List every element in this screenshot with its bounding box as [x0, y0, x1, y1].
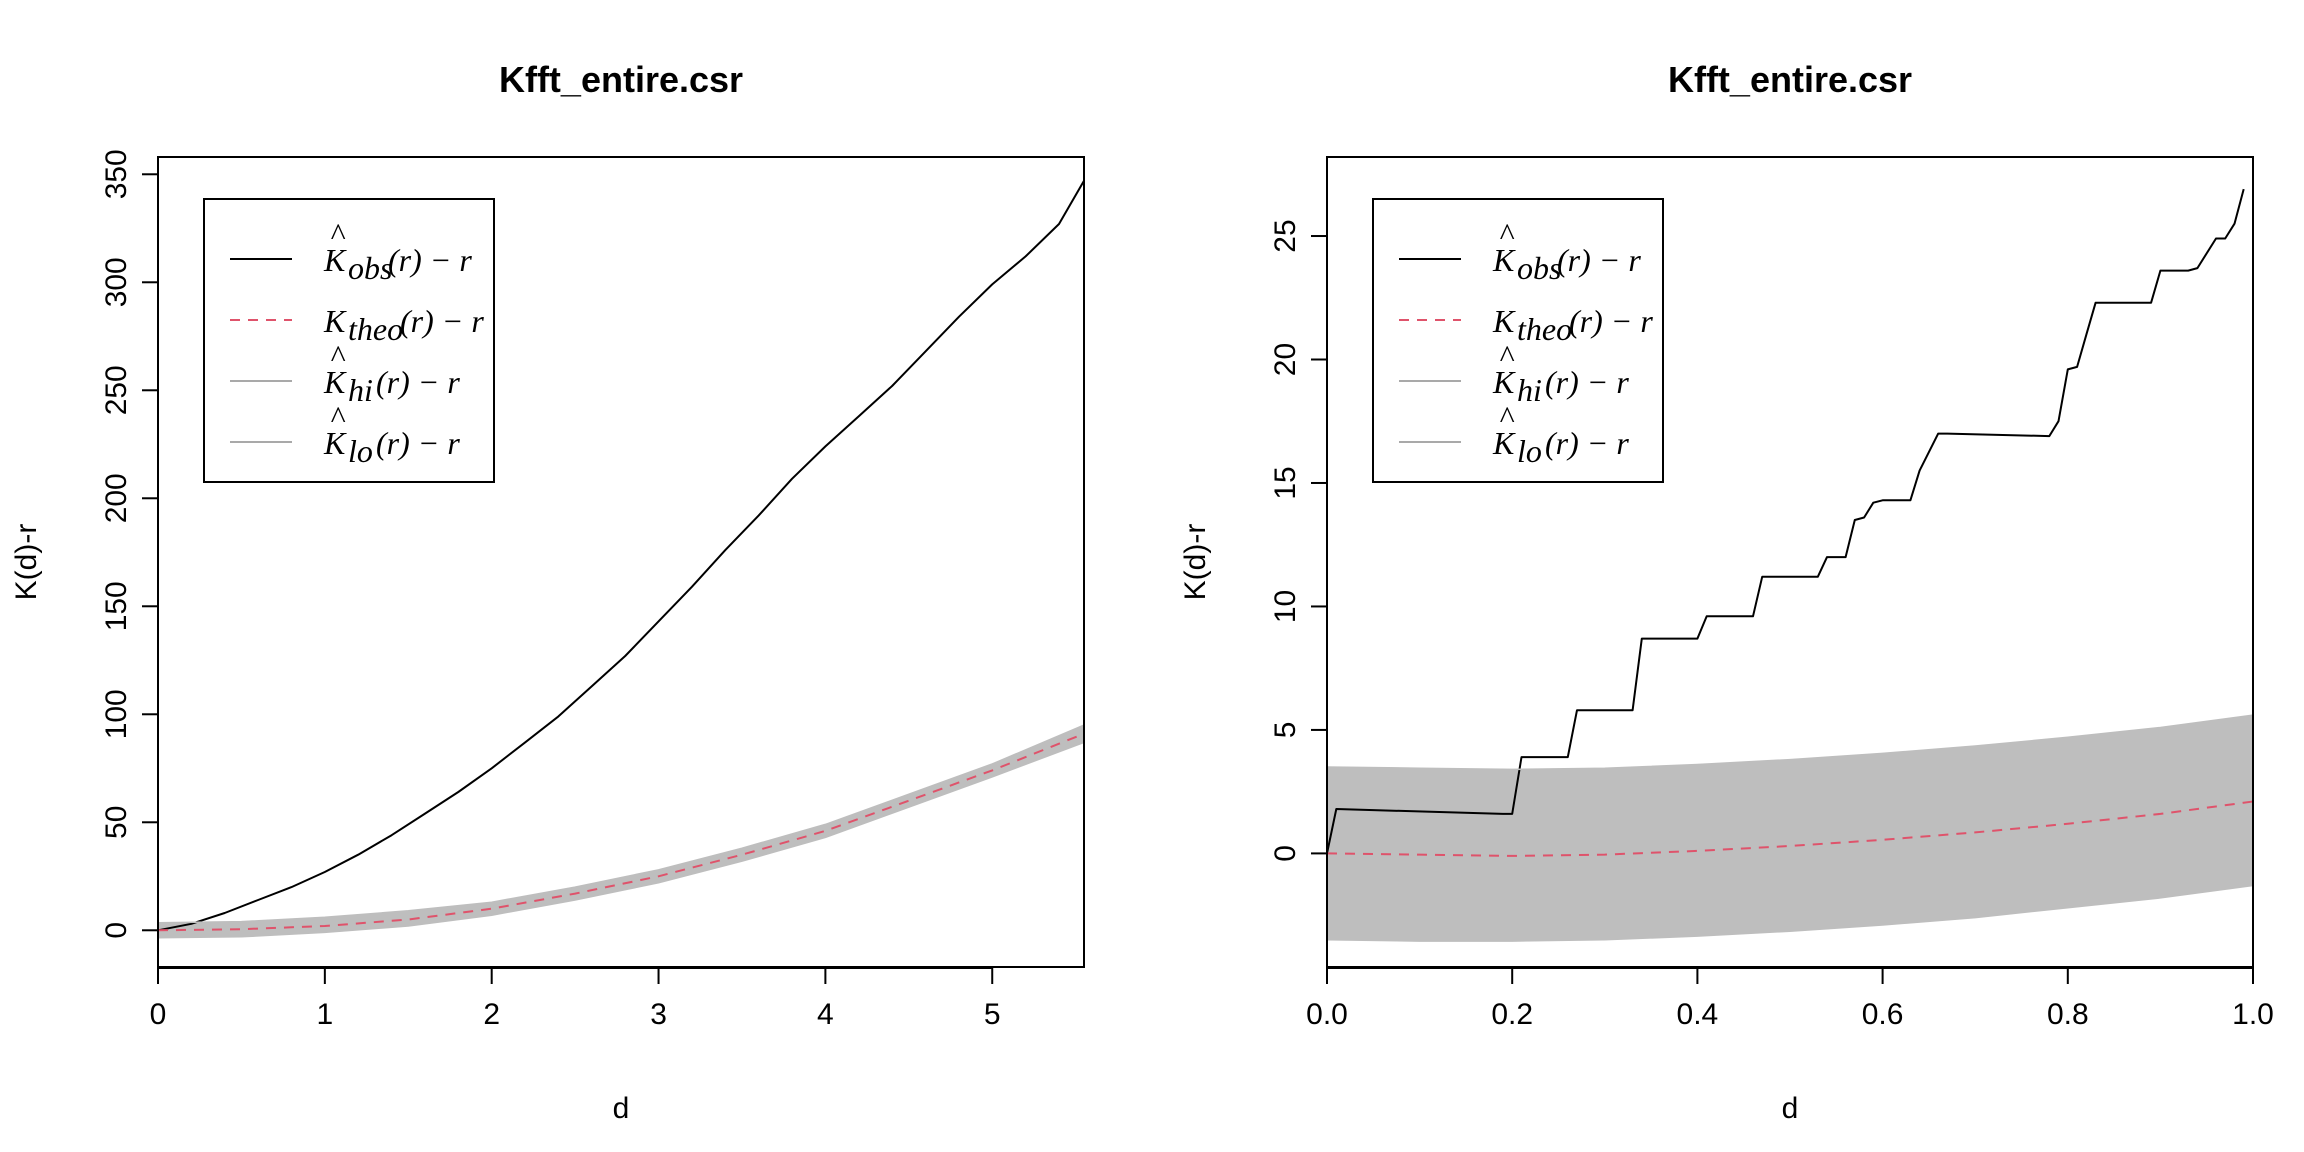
legend-hat: ^: [330, 216, 346, 252]
envelope-band: [158, 725, 1084, 938]
right-chart: Kfft_entire.csr 0.0 0.2 0.4 0.6 0.8 1.0 0 5 10 15 2…: [1179, 59, 2274, 1125]
legend-label-base: K: [1492, 425, 1516, 461]
legend-hat: ^: [330, 399, 346, 435]
y-tick-label: 250: [100, 365, 133, 415]
y-tick-label: 50: [100, 806, 133, 839]
x-tick-label: 1: [317, 998, 334, 1031]
legend-label-base: K: [1492, 364, 1516, 400]
y-tick-label: 100: [100, 689, 133, 739]
x-tick-label: 2: [483, 998, 500, 1031]
x-tick-label: 0.6: [1862, 998, 1904, 1031]
y-tick-label: 25: [1269, 219, 1302, 252]
legend-hat: ^: [1499, 216, 1515, 252]
legend-label-sub: lo: [1517, 433, 1542, 469]
series-line-lo: [1326, 884, 2254, 942]
y-tick-label: 20: [1269, 343, 1302, 376]
y-axis-label: K(d)-r: [10, 524, 43, 601]
legend-label-tail: (r) − r: [1545, 364, 1629, 400]
x-tick-label: 0.8: [2047, 998, 2089, 1031]
x-tick-label: 1.0: [2232, 998, 2274, 1031]
chart-title: Kfft_entire.csr: [499, 59, 743, 100]
x-tick-label: 0.2: [1491, 998, 1533, 1031]
x-tick-label: 0.4: [1677, 998, 1719, 1031]
x-tick-label: 3: [650, 998, 667, 1031]
legend-label-base: K: [323, 303, 347, 339]
legend-label-sub: hi: [1517, 372, 1542, 408]
legend-box: [1372, 198, 1664, 483]
legend-label-tail: (r) − r: [1569, 303, 1653, 339]
legend-label-tail: (r) − r: [388, 242, 472, 278]
legend-label-tail: (r) − r: [376, 364, 460, 400]
legend-hat: ^: [1499, 338, 1515, 374]
legend-label-base: K: [1492, 242, 1516, 278]
legend-hat: ^: [1499, 399, 1515, 435]
legend-label-base: K: [323, 425, 347, 461]
y-tick-label: 0: [1269, 845, 1302, 862]
legend-label-base: K: [323, 242, 347, 278]
series-line-hi: [1326, 714, 2254, 771]
series-line-lo: [157, 741, 1085, 939]
y-tick-label: 5: [1269, 722, 1302, 739]
legend-label-sub: theo: [348, 311, 403, 347]
legend-box: [203, 198, 495, 483]
x-tick-label: 0: [150, 998, 167, 1031]
y-tick-label: 15: [1269, 466, 1302, 499]
legend-label-tail: (r) − r: [400, 303, 484, 339]
x-axis-label: d: [1782, 1092, 1799, 1125]
legend-hat: ^: [330, 338, 346, 374]
x-tick-label: 4: [817, 998, 834, 1031]
legend-label-tail: (r) − r: [1557, 242, 1641, 278]
series-line-obs: [157, 180, 1085, 932]
legend-label-sub: hi: [348, 372, 373, 408]
y-tick-label: 200: [100, 473, 133, 523]
legend-label-tail: (r) − r: [1545, 425, 1629, 461]
legend-label-tail: (r) − r: [376, 425, 460, 461]
y-tick-label: 10: [1269, 590, 1302, 623]
legend-label-sub: obs: [1517, 250, 1561, 286]
x-axis-label: d: [613, 1092, 630, 1125]
series-line-theo: [157, 732, 1085, 932]
chart-title: Kfft_entire.csr: [1668, 59, 1912, 100]
y-axis-label: K(d)-r: [1179, 524, 1212, 601]
series-line-hi: [157, 724, 1085, 924]
envelope-band: [1327, 715, 2253, 942]
y-tick-label: 300: [100, 257, 133, 307]
x-tick-label: 5: [984, 998, 1001, 1031]
x-tick-label: 0.0: [1306, 998, 1348, 1031]
legend-label-sub: obs: [348, 250, 392, 286]
y-tick-label: 0: [100, 922, 133, 939]
y-tick-label: 350: [100, 149, 133, 199]
series-line-obs: [1326, 188, 2245, 854]
legend-label-base: K: [1492, 303, 1516, 339]
legend-label-base: K: [323, 364, 347, 400]
legend-label-sub: lo: [348, 433, 373, 469]
legend-label-sub: theo: [1517, 311, 1572, 347]
y-tick-label: 150: [100, 581, 133, 631]
